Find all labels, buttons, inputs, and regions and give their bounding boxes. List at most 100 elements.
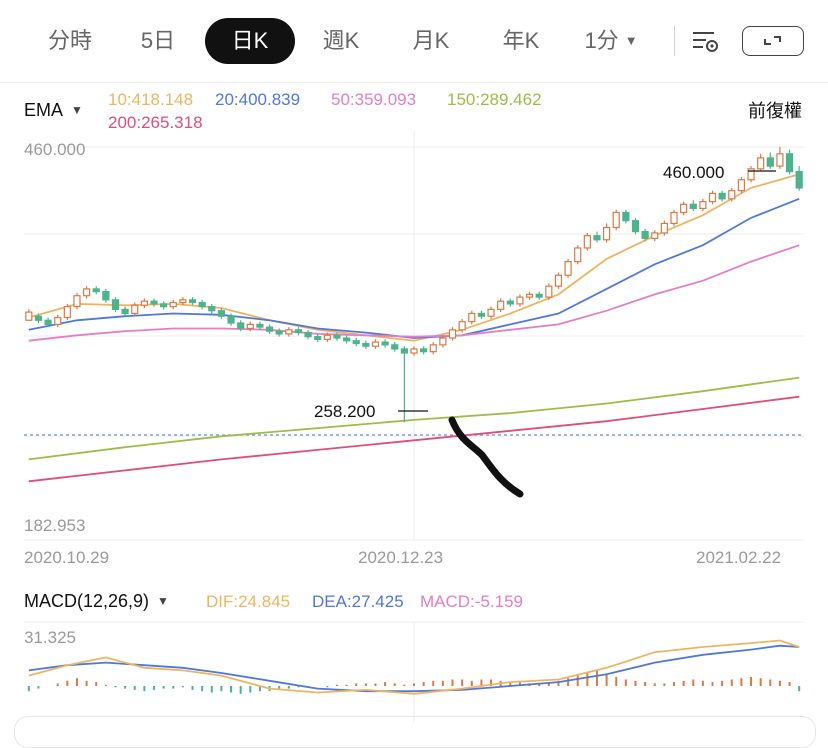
candle <box>246 323 254 330</box>
macd-dif-line <box>28 639 800 695</box>
candle <box>535 293 543 298</box>
candle <box>63 306 71 319</box>
candle <box>333 334 341 339</box>
candle <box>429 344 437 353</box>
ema-50-legend: 50:359.093 <box>331 90 417 109</box>
candle <box>410 348 418 354</box>
tab-label: 日K <box>231 28 269 53</box>
ema-10-legend: 10:418.148 <box>108 90 194 109</box>
candle <box>92 288 100 293</box>
tab-yearly-k[interactable]: 年K <box>490 18 552 64</box>
candle <box>622 211 630 222</box>
chevron-down-icon: ▼ <box>71 103 83 117</box>
tab-label: 5日 <box>140 28 176 53</box>
low-price-marker: 258.200 <box>314 402 375 421</box>
chevron-down-icon: ▼ <box>624 33 638 48</box>
candle <box>757 157 765 170</box>
candle <box>400 348 408 354</box>
candle <box>545 285 553 298</box>
candle <box>564 261 572 276</box>
candle <box>352 340 360 345</box>
candle <box>111 299 120 310</box>
tab-monthly-k[interactable]: 月K <box>400 18 462 64</box>
candle <box>766 157 774 167</box>
candle <box>227 315 235 324</box>
toolbar-divider <box>674 26 675 56</box>
tab-5-day[interactable]: 5日 <box>128 18 188 64</box>
chart-settings-button[interactable] <box>688 24 722 58</box>
candle <box>323 334 331 340</box>
fullscreen-icon <box>764 36 781 45</box>
chart-grid <box>24 130 804 541</box>
candle <box>487 308 495 317</box>
ema-20-line <box>28 197 800 339</box>
candle <box>34 315 43 321</box>
candle <box>795 170 803 189</box>
macd-hist-legend: MACD:-5.159 <box>420 592 523 611</box>
candle <box>304 331 312 338</box>
candle <box>275 330 283 335</box>
y-axis-min-label: 182.953 <box>24 516 85 535</box>
price-adjustment-toggle[interactable]: 前復權 <box>748 101 802 121</box>
candle <box>73 295 81 308</box>
tab-minute-dropdown[interactable]: 1分 ▼ <box>578 18 644 64</box>
tab-daily-k[interactable]: 日K <box>205 18 295 64</box>
candle <box>516 296 524 305</box>
candle <box>285 329 293 335</box>
candle <box>583 235 591 249</box>
fullscreen-button[interactable] <box>742 26 804 56</box>
candle <box>25 311 33 321</box>
macd-dif-legend: DIF:24.845 <box>206 592 291 611</box>
chevron-down-icon: ▼ <box>157 594 169 608</box>
candle <box>776 153 784 167</box>
ema-50-line <box>28 244 800 342</box>
candle <box>747 168 755 181</box>
candle <box>718 192 726 200</box>
candle <box>439 337 447 346</box>
candle <box>294 329 303 334</box>
candle <box>689 203 697 209</box>
candle <box>82 288 91 297</box>
candle <box>593 235 601 241</box>
candle <box>362 342 370 347</box>
candle <box>631 220 640 233</box>
candle <box>420 348 428 353</box>
candle <box>188 299 197 304</box>
candle <box>208 306 216 312</box>
macd-dea-line <box>28 644 800 693</box>
candle <box>169 301 177 308</box>
x-axis-label: 2021.02.22 <box>696 548 781 567</box>
x-axis-label: 2020.10.29 <box>24 548 109 567</box>
candle <box>554 274 563 287</box>
candle <box>54 316 62 325</box>
tab-intraday[interactable]: 分時 <box>38 18 102 64</box>
candle <box>342 337 351 342</box>
candle <box>44 319 52 325</box>
candle <box>641 230 649 240</box>
tab-weekly-k[interactable]: 週K <box>310 18 372 64</box>
candle <box>102 291 110 301</box>
candle <box>217 310 226 317</box>
candle <box>160 303 168 308</box>
tab-label: 1分 <box>584 28 619 53</box>
candle <box>179 299 187 304</box>
bottom-panel-edge <box>14 716 816 748</box>
macd-dea-legend: DEA:27.425 <box>312 592 404 611</box>
candle <box>728 190 736 200</box>
tab-label: 月K <box>412 28 450 53</box>
y-axis-max-label: 460.000 <box>24 140 85 159</box>
ema-150-line <box>28 376 800 461</box>
ema-150-legend: 150:289.462 <box>447 90 542 109</box>
indicator-selector-label: EMA <box>24 100 64 120</box>
indicator-selector[interactable]: EMA ▼ <box>24 100 83 121</box>
ema-200-legend: 200:265.318 <box>108 113 203 132</box>
candle <box>612 211 620 229</box>
interval-tabs: 分時 5日 日K 週K 月K 年K 1分 ▼ <box>0 0 828 83</box>
candle <box>458 321 466 331</box>
macd-selector[interactable]: MACD(12,26,9) ▼ <box>24 591 169 612</box>
high-price-marker: 460.000 <box>663 163 724 182</box>
candle <box>602 226 611 241</box>
candle <box>381 341 389 346</box>
ema-200-line <box>28 395 800 483</box>
